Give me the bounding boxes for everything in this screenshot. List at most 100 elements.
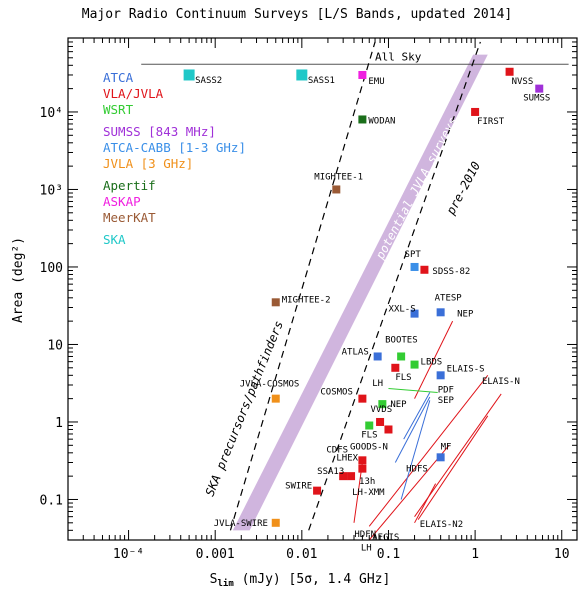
plot-frame bbox=[67, 37, 578, 541]
annotation-label: NEP bbox=[457, 309, 474, 319]
point-marker bbox=[436, 371, 445, 380]
point-label: BOOTES bbox=[385, 335, 418, 345]
point-label: SWIRE bbox=[285, 482, 312, 492]
point-marker bbox=[376, 417, 385, 426]
point-marker bbox=[358, 115, 367, 124]
annotation-label: AEGIS bbox=[372, 533, 399, 543]
connector-line bbox=[394, 396, 431, 463]
y-tick-label: 10³ bbox=[40, 183, 63, 198]
y-tick-label: 100 bbox=[40, 261, 63, 276]
point-label: MIGHTEE-2 bbox=[282, 295, 331, 305]
point-label: MF bbox=[441, 442, 452, 452]
connector-line bbox=[414, 483, 437, 524]
point-marker bbox=[471, 107, 480, 116]
point-label: MIGHTEE-1 bbox=[314, 172, 363, 182]
annotation-label: ELAIS-N bbox=[482, 377, 520, 387]
legend-entry: WSRT bbox=[103, 102, 134, 117]
point-label: XXL-S bbox=[389, 305, 416, 315]
chart-title: Major Radio Continuum Surveys [L/S Bands… bbox=[82, 7, 512, 22]
y-tick-label: 0.1 bbox=[40, 493, 63, 508]
point-label: SUMSS bbox=[523, 94, 550, 104]
x-tick-label: 0.1 bbox=[377, 547, 400, 562]
point-marker bbox=[410, 360, 419, 369]
connector-line bbox=[400, 400, 431, 500]
point-label: 13h bbox=[359, 477, 375, 487]
point-label: NEP bbox=[390, 400, 407, 410]
legend-entry: ATCA bbox=[103, 70, 134, 85]
legend-entry: SKA bbox=[103, 232, 126, 247]
point-label: SDSS-82 bbox=[432, 267, 470, 277]
point-marker bbox=[339, 472, 348, 481]
y-tick-label: 1 bbox=[55, 416, 63, 431]
point-marker bbox=[410, 262, 419, 271]
point-label: SPT bbox=[405, 250, 422, 260]
point-marker bbox=[183, 69, 195, 81]
legend-entry: JVLA [3 GHz] bbox=[103, 156, 193, 171]
point-marker bbox=[420, 265, 429, 274]
point-marker bbox=[410, 309, 419, 318]
point-label: ATESP bbox=[435, 293, 463, 303]
annotation-label: VVDS bbox=[370, 405, 392, 415]
point-marker bbox=[296, 69, 308, 81]
point-marker bbox=[365, 421, 374, 430]
point-marker bbox=[271, 518, 280, 527]
point-marker bbox=[271, 394, 280, 403]
annotation-label: LH-XMM bbox=[352, 488, 385, 498]
annotation-label: PDF bbox=[438, 386, 454, 396]
point-marker bbox=[378, 400, 387, 409]
point-label: WODAN bbox=[368, 116, 395, 126]
point-marker bbox=[397, 352, 406, 361]
point-marker bbox=[505, 67, 514, 76]
annotation-label: GOODS-N bbox=[350, 443, 388, 453]
dashed-guide-line bbox=[308, 41, 481, 531]
connector-line bbox=[388, 388, 438, 394]
connector-line bbox=[414, 320, 454, 399]
annotation-label: SEP bbox=[438, 396, 455, 406]
point-label: NVSS bbox=[512, 77, 534, 87]
y-tick-label: 10⁴ bbox=[40, 106, 63, 121]
x-tick-label: 10⁻⁴ bbox=[113, 547, 144, 562]
annotation-label: LH bbox=[361, 543, 372, 553]
x-tick-label: 0.01 bbox=[286, 547, 317, 562]
point-label: SASS2 bbox=[195, 76, 222, 86]
point-label: FIRST bbox=[477, 117, 505, 127]
connector-line bbox=[417, 415, 489, 520]
point-marker bbox=[373, 352, 382, 361]
y-axis-label: Area (deg²) bbox=[11, 237, 26, 323]
point-marker bbox=[358, 464, 367, 473]
point-label: LBDS bbox=[421, 358, 443, 368]
point-marker bbox=[347, 472, 356, 481]
y-tick-label: 10 bbox=[47, 338, 63, 353]
point-marker bbox=[358, 394, 367, 403]
annotation-label: HDFN bbox=[354, 530, 376, 540]
point-label: JVLA-COSMOS bbox=[240, 380, 300, 390]
point-label: CDFS bbox=[326, 445, 348, 455]
point-label: ELAIS-S bbox=[447, 364, 485, 374]
point-marker bbox=[436, 308, 445, 317]
point-label: SASS1 bbox=[308, 76, 335, 86]
point-label: SSA13 bbox=[317, 467, 344, 477]
legend-entry: ATCA-CABB [1-3 GHz] bbox=[103, 140, 246, 155]
x-tick-label: 0.001 bbox=[196, 547, 235, 562]
point-label: ATLAS bbox=[342, 347, 369, 357]
point-marker bbox=[358, 70, 367, 79]
legend-entry: Apertif bbox=[103, 178, 156, 193]
legend-entry: SUMSS [843 MHz] bbox=[103, 124, 216, 139]
point-marker bbox=[271, 298, 280, 307]
point-marker bbox=[358, 456, 367, 465]
point-marker bbox=[391, 363, 400, 372]
x-tick-label: 10 bbox=[554, 547, 570, 562]
annotation-label: LH bbox=[372, 379, 383, 389]
legend-entry: MeerKAT bbox=[103, 210, 156, 225]
connector-line bbox=[368, 375, 489, 527]
legend-entry: VLA/JVLA bbox=[103, 86, 164, 101]
dashed-guide-line bbox=[229, 41, 376, 531]
point-marker bbox=[313, 486, 322, 495]
rotated-label: pre-2010 bbox=[443, 159, 483, 217]
annotation-label: All Sky bbox=[375, 51, 422, 64]
data-marks: SASS2 SASS1 EMU WODAN MIGHTEE-1 MIGHTEE-2 NVSS… bbox=[183, 51, 550, 553]
point-label: COSMOS bbox=[320, 388, 353, 398]
